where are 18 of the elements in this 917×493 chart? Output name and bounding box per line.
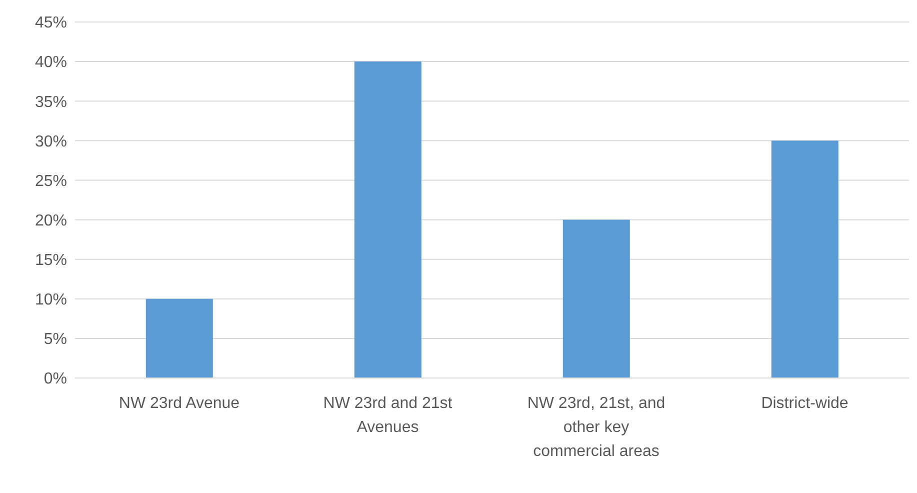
x-tick-label: NW 23rd, 21st, and other key commercial areas — [527, 395, 666, 460]
x-tick-label: NW 23rd Avenue — [118, 395, 240, 412]
y-tick-label: 25% — [34, 172, 67, 190]
x-tick-label: NW 23rd and 21st Avenues — [323, 395, 453, 436]
x-tick-label: District-wide — [761, 395, 848, 412]
y-tick-label: 40% — [34, 54, 67, 72]
y-tick-label: 35% — [34, 94, 67, 111]
y-tick-label: 10% — [34, 292, 67, 309]
y-tick-label: 0% — [44, 370, 67, 388]
y-tick-label: 5% — [44, 331, 67, 348]
bar — [146, 298, 213, 378]
y-tick-label: 20% — [34, 212, 67, 230]
bar — [562, 220, 630, 378]
y-tick-label: 30% — [34, 133, 67, 150]
bar — [771, 140, 838, 378]
y-tick-label: 15% — [34, 252, 67, 270]
bar — [354, 62, 422, 378]
y-tick-label: 45% — [34, 14, 67, 32]
